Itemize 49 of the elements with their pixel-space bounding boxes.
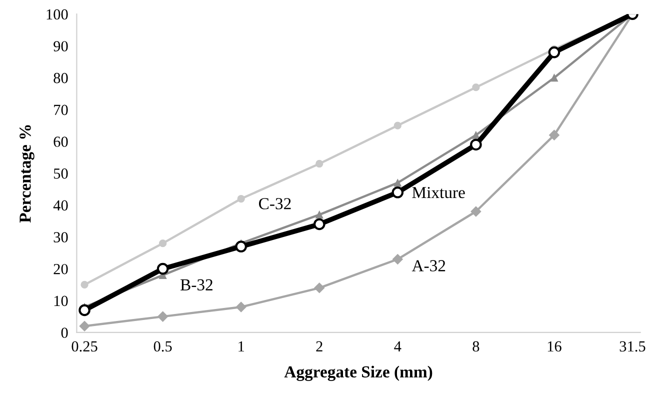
x-tick-label: 31.5 <box>620 341 646 352</box>
point <box>392 254 403 265</box>
x-tick-label: 8 <box>472 341 480 352</box>
series-label: C-32 <box>259 198 291 210</box>
y-tick-label: 0 <box>61 328 68 338</box>
y-tick-label: 90 <box>54 41 68 52</box>
point <box>550 74 558 82</box>
point <box>316 160 324 168</box>
x-tick-label: 0.25 <box>72 341 98 352</box>
y-axis-title: Percentage % <box>20 125 34 223</box>
x-tick-label: 4 <box>394 341 402 352</box>
point <box>158 240 167 248</box>
point <box>235 240 247 252</box>
point <box>548 130 560 140</box>
y-tick-label: 50 <box>54 168 68 179</box>
point <box>314 282 325 294</box>
series-label: A-32 <box>412 260 446 272</box>
series-label: B-32 <box>180 279 212 290</box>
x-tick-label: 0.5 <box>154 341 172 352</box>
point <box>548 46 560 58</box>
point <box>470 206 482 217</box>
y-tick-label: 40 <box>53 200 68 211</box>
point <box>470 138 482 151</box>
x-tick-label: 1 <box>238 341 244 352</box>
y-tick-label: 30 <box>54 232 68 242</box>
point <box>394 122 402 130</box>
y-tick-label: 100 <box>46 9 68 20</box>
y-tick-label: 70 <box>54 104 68 116</box>
point <box>316 210 324 218</box>
point <box>78 304 90 316</box>
point <box>472 131 480 139</box>
x-tick-label: 2 <box>316 341 322 352</box>
point <box>80 280 88 289</box>
point <box>156 262 169 275</box>
x-tick-label: 16 <box>548 341 562 352</box>
point <box>158 311 168 322</box>
y-tick-label: 10 <box>54 296 68 306</box>
y-tick-label: 60 <box>54 136 68 147</box>
point <box>394 179 402 187</box>
y-tick-label: 20 <box>54 264 68 274</box>
point <box>392 186 404 198</box>
y-tick-label: 80 <box>54 72 68 84</box>
point <box>236 302 246 312</box>
series-label: Mixture <box>412 186 465 198</box>
point <box>79 320 90 332</box>
point <box>472 84 480 92</box>
point <box>237 194 245 203</box>
x-axis-title: Aggregate Size (mm) <box>284 366 432 382</box>
point <box>313 218 326 230</box>
